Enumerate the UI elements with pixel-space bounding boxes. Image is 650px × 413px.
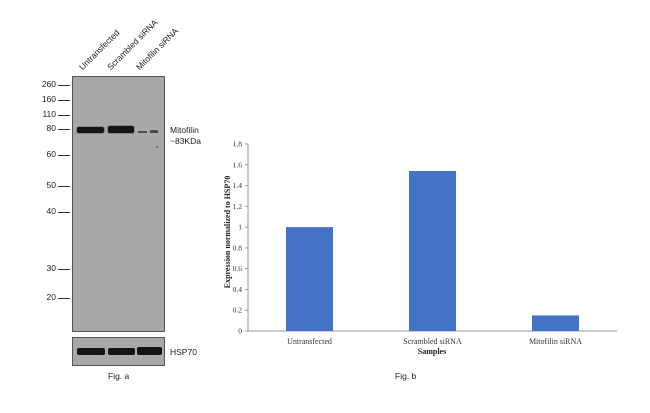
band-untransfected-halo (76, 126, 105, 134)
mw-tick (58, 129, 70, 130)
band-mitofilin-faint (150, 130, 158, 133)
y-tick-label: 0 (238, 327, 242, 336)
mw-marker-110: 110 (42, 109, 56, 119)
hsp70-band (137, 347, 162, 355)
fig-a-caption: Fig. a (108, 371, 130, 381)
mw-tick (58, 269, 70, 270)
hsp70-bands (77, 347, 162, 355)
mw-marker-50: 50 (46, 180, 56, 190)
mw-tick (58, 115, 70, 116)
x-tick-label: Scrambled siRNA (403, 337, 462, 346)
x-tick-label: Mitofilin siRNA (529, 337, 582, 346)
mw-tick (58, 155, 70, 156)
band-scrambled-halo (107, 125, 135, 134)
mw-tick (58, 298, 70, 299)
target-name: Mitofilin (170, 125, 199, 135)
mw-tick (58, 186, 70, 187)
y-tick-label: 1.4 (233, 181, 243, 190)
y-tick-label: 1.6 (233, 160, 243, 169)
x-axis-label: Samples (418, 347, 446, 356)
y-axis-label: Expression normalized to HSP70 (223, 176, 232, 289)
band-untransfected (77, 127, 104, 133)
mw-tick (58, 100, 70, 101)
target-label: Mitofilin ~83KDa (170, 125, 201, 147)
y-tick-label: 0.4 (233, 285, 243, 294)
loading-control-label: HSP70 (170, 347, 197, 357)
y-tick-label: 1 (238, 223, 242, 232)
target-size: ~83KDa (170, 136, 201, 146)
y-tick-label: 1.8 (233, 140, 243, 149)
band-mitofilin-faint (138, 131, 147, 133)
hsp70-band (108, 348, 135, 355)
mw-marker-80: 80 (46, 123, 56, 133)
blot-speck (156, 146, 158, 148)
y-tick-label: 0.8 (233, 243, 243, 252)
bar-scrambled-sirna (409, 171, 456, 331)
hsp70-band (77, 348, 105, 355)
loading-control-blot (72, 337, 165, 366)
mw-marker-260: 260 (41, 79, 56, 89)
x-tick-label: Untransfected (287, 337, 332, 346)
mw-marker-30: 30 (46, 263, 56, 273)
y-tick-label: 1.2 (233, 202, 243, 211)
bar-mitofilin-sirna (532, 315, 579, 331)
mw-tick (58, 212, 70, 213)
bar-chart: Expression normalized to HSP70 Samples 0… (223, 140, 617, 356)
mw-tick (58, 85, 70, 86)
fig-b-caption: Fig. b (395, 371, 417, 381)
mw-marker-40: 40 (46, 206, 56, 216)
blot-bands (76, 125, 158, 148)
bar-untransfected (286, 227, 333, 331)
band-scrambled (108, 126, 134, 133)
lane-label-scrambled: Scrambled siRNA (104, 17, 160, 72)
mw-marker-60: 60 (46, 149, 56, 159)
mw-marker-20: 20 (46, 292, 56, 302)
y-tick-label: 0.6 (233, 264, 243, 273)
mw-marker-160: 160 (41, 94, 56, 104)
y-tick-label: 0.2 (233, 306, 243, 315)
blot-membrane (72, 76, 165, 332)
